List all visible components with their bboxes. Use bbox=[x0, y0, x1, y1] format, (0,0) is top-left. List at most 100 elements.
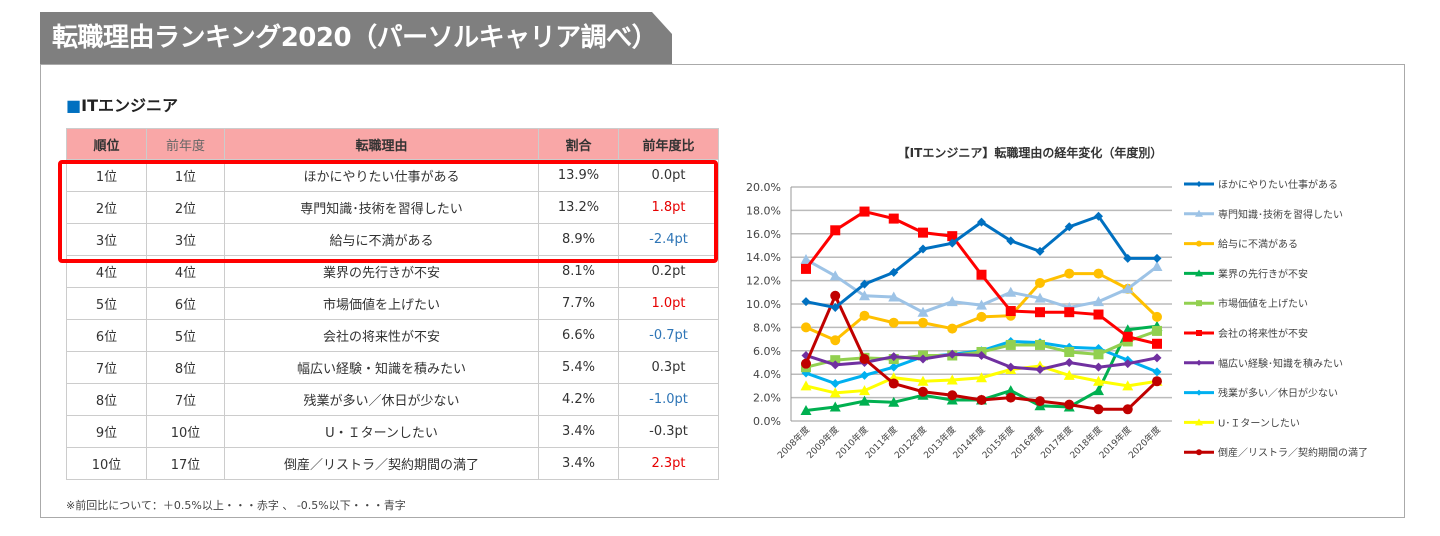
table-cell: 10位 bbox=[146, 415, 225, 448]
data-point bbox=[977, 217, 986, 227]
table-cell: U・Ｉターンしたい bbox=[224, 415, 539, 448]
data-point bbox=[1195, 418, 1203, 426]
data-point bbox=[1152, 338, 1162, 349]
legend-item: 倒産／リストラ／契約期間の満了 bbox=[1184, 446, 1368, 459]
table-cell: 3位 bbox=[66, 223, 147, 256]
data-point bbox=[1196, 389, 1202, 396]
data-point bbox=[976, 299, 987, 310]
data-point bbox=[977, 350, 986, 360]
data-point bbox=[1093, 375, 1104, 386]
data-point bbox=[1064, 222, 1074, 232]
table-cell: 給与に不満がある bbox=[224, 223, 539, 256]
legend-item: 残業が多い／休日が少ない bbox=[1184, 387, 1338, 400]
data-point bbox=[1094, 362, 1103, 372]
table-cell: 2.3pt bbox=[618, 447, 719, 480]
data-point bbox=[976, 269, 987, 280]
data-point bbox=[801, 297, 811, 307]
data-point bbox=[889, 362, 899, 372]
data-point bbox=[1151, 261, 1163, 272]
table-cell: 幅広い経験・知識を積みたい bbox=[224, 351, 539, 384]
table-cell: 7.7% bbox=[538, 287, 619, 320]
data-point bbox=[1123, 359, 1133, 369]
data-point bbox=[829, 387, 841, 398]
y-tick-label: 2.0% bbox=[753, 392, 781, 405]
legend-item: ほかにやりたい仕事がある bbox=[1184, 178, 1338, 191]
legend-label: 倒産／リストラ／契約期間の満了 bbox=[1218, 446, 1368, 459]
table-cell: 市場価値を上げたい bbox=[224, 287, 539, 320]
table-row: 7位 8位 幅広い経験・知識を積みたい 5.4% 0.3pt bbox=[66, 351, 719, 384]
data-point bbox=[1093, 296, 1104, 307]
series-9 bbox=[801, 290, 1162, 415]
data-point bbox=[1064, 268, 1075, 279]
column-header: 転職理由 bbox=[224, 128, 539, 160]
table-row: 3位 3位 給与に不満がある 8.9% -2.4pt bbox=[66, 223, 719, 256]
data-point bbox=[830, 355, 841, 366]
data-point bbox=[947, 231, 958, 242]
data-point bbox=[918, 317, 928, 328]
data-point bbox=[1093, 385, 1104, 396]
data-point bbox=[889, 267, 899, 277]
data-point bbox=[1152, 353, 1162, 363]
series-line bbox=[805, 214, 1157, 310]
data-point bbox=[859, 310, 870, 321]
data-point bbox=[888, 378, 899, 389]
data-point bbox=[1122, 380, 1134, 391]
table-cell: 8位 bbox=[66, 383, 147, 416]
y-tick-label: 20.0% bbox=[746, 181, 781, 194]
data-point bbox=[1005, 339, 1016, 350]
legend-item: 専門知識･技術を習得したい bbox=[1184, 208, 1343, 221]
legend-item: 業界の先行きが不安 bbox=[1184, 267, 1308, 280]
table-cell: 0.0pt bbox=[618, 159, 719, 192]
footnote: ※前回比について：＋0.5%以上・・・赤字 、 -0.5%以下・・・青字 bbox=[66, 499, 406, 512]
y-tick-label: 16.0% bbox=[746, 228, 781, 241]
section-title: ■ITエンジニア bbox=[66, 92, 178, 116]
table-cell: 7位 bbox=[66, 351, 147, 384]
data-point bbox=[1093, 268, 1104, 279]
data-point bbox=[830, 290, 841, 301]
data-point bbox=[947, 323, 958, 334]
table-row: 5位 6位 市場価値を上げたい 7.7% 1.0pt bbox=[66, 287, 719, 320]
data-point bbox=[1122, 331, 1133, 342]
legend-item: 会社の将来性が不安 bbox=[1184, 327, 1308, 340]
data-point bbox=[830, 379, 840, 389]
square-icon: ■ bbox=[66, 96, 82, 115]
data-point bbox=[1093, 309, 1104, 320]
top3-highlight-box bbox=[58, 160, 718, 263]
page-title: 転職理由ランキング2020（パーソルキャリア調べ） bbox=[40, 12, 672, 64]
data-point bbox=[830, 303, 840, 313]
table-cell: ほかにやりたい仕事がある bbox=[224, 159, 539, 192]
data-point bbox=[1035, 365, 1045, 375]
x-tick-label: 2020年度 bbox=[1126, 424, 1163, 461]
data-point bbox=[1152, 253, 1162, 263]
table-cell: 専門知識･技術を習得したい bbox=[224, 191, 539, 224]
data-point bbox=[1035, 396, 1045, 407]
content-panel bbox=[40, 64, 1405, 518]
y-tick-label: 6.0% bbox=[753, 345, 781, 358]
table-row: 2位 2位 専門知識･技術を習得したい 13.2% 1.8pt bbox=[66, 191, 719, 224]
legend-item: U･Ｉターンしたい bbox=[1184, 417, 1300, 429]
data-point bbox=[1035, 277, 1045, 288]
data-point bbox=[800, 254, 812, 265]
data-point bbox=[1005, 392, 1016, 403]
legend-item: 市場価値を上げたい bbox=[1184, 297, 1308, 310]
table-cell: 10位 bbox=[66, 447, 147, 480]
table-cell: 1.0pt bbox=[618, 287, 719, 320]
legend-label: ほかにやりたい仕事がある bbox=[1218, 178, 1338, 191]
table-cell: 会社の将来性が不安 bbox=[224, 319, 539, 352]
data-point bbox=[1064, 346, 1075, 357]
data-point bbox=[976, 394, 987, 405]
table-row: 8位 7位 残業が多い／休日が少ない 4.2% -1.0pt bbox=[66, 383, 719, 416]
y-tick-label: 14.0% bbox=[746, 251, 781, 264]
data-point bbox=[1196, 449, 1202, 456]
data-point bbox=[889, 352, 899, 362]
data-point bbox=[859, 385, 870, 396]
data-point bbox=[918, 227, 928, 238]
data-point bbox=[1094, 211, 1103, 221]
data-point bbox=[830, 225, 841, 236]
legend-item: 給与に不満がある bbox=[1184, 238, 1298, 251]
data-point bbox=[1152, 367, 1162, 377]
data-point bbox=[1196, 330, 1202, 336]
table-cell: 5.4% bbox=[538, 351, 619, 384]
table-cell: 5位 bbox=[146, 319, 225, 352]
legend-label: 給与に不満がある bbox=[1218, 238, 1298, 251]
